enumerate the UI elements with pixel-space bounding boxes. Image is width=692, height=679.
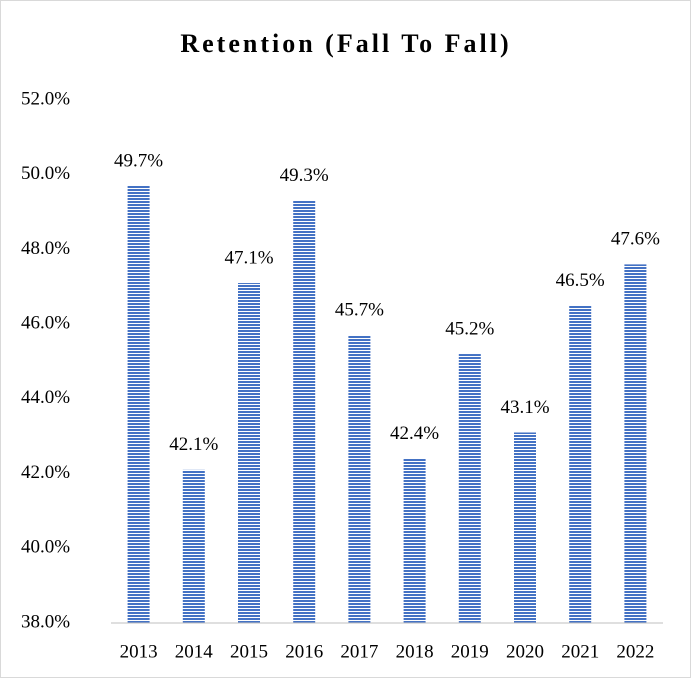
bar [127,185,150,623]
y-tick-label: 44.0% [21,387,70,408]
bar [403,458,426,623]
value-label: 46.5% [556,270,605,291]
x-tick-label: 2014 [175,641,214,662]
bar [458,354,481,623]
value-label: 42.1% [169,434,218,455]
value-label: 42.4% [390,423,439,444]
x-tick-label: 2016 [285,641,323,662]
x-tick-label: 2017 [340,641,378,662]
y-tick-label: 48.0% [21,238,70,259]
bar [238,283,260,623]
y-tick-label: 40.0% [21,537,70,558]
bar [514,432,536,623]
y-tick-label: 50.0% [21,163,70,184]
y-tick-label: 46.0% [21,313,70,334]
value-label: 43.1% [500,397,549,418]
value-label: 45.2% [445,318,494,339]
y-tick-label: 38.0% [21,611,70,632]
value-label: 45.7% [335,300,384,321]
x-tick-label: 2019 [451,641,489,662]
chart-title: Retention (Fall To Fall) [180,29,511,58]
y-tick-label: 52.0% [21,88,70,109]
value-label: 47.6% [611,229,660,250]
value-label: 47.1% [224,247,273,268]
x-tick-label: 2013 [120,641,158,662]
x-tick-label: 2020 [506,641,544,662]
bar [569,305,592,623]
bar [182,469,205,623]
bar [624,264,647,623]
y-tick-label: 42.0% [21,462,70,483]
bar [348,335,371,623]
value-label: 49.3% [280,165,329,186]
x-tick-label: 2021 [561,641,599,662]
value-label: 49.7% [114,150,163,171]
bar [293,200,316,623]
x-tick-label: 2015 [230,641,268,662]
x-tick-label: 2022 [616,641,654,662]
x-tick-label: 2018 [396,641,434,662]
